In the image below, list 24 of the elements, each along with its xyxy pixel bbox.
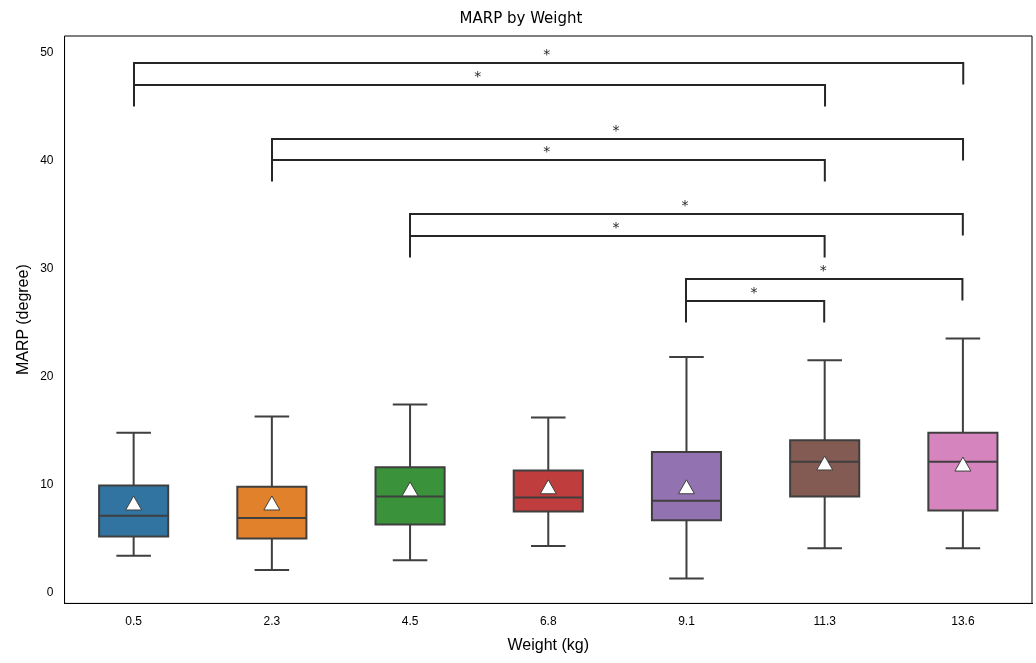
y-tick-label: 10 — [40, 476, 54, 491]
annotation: * — [681, 197, 689, 214]
annotation: * — [612, 218, 620, 235]
x-tick-label: 4.5 — [401, 613, 419, 628]
annotation: * — [543, 143, 551, 160]
x-tick-label: 2.3 — [263, 613, 281, 628]
chart-title: MARP by Weight — [459, 8, 583, 27]
annotation: * — [543, 46, 551, 63]
y-tick-label: 30 — [40, 260, 54, 275]
x-axis-title: Weight (kg) — [507, 635, 590, 653]
x-tick-label: 13.6 — [951, 613, 975, 628]
y-tick-label: 0 — [46, 584, 54, 599]
annotation: * — [750, 283, 758, 300]
x-tick-label: 0.5 — [125, 613, 143, 628]
x-tick-label: 11.3 — [813, 613, 837, 628]
annotation: * — [612, 121, 620, 138]
y-axis-title: MARP (degree) — [14, 264, 32, 376]
x-tick-label: 6.8 — [539, 613, 557, 628]
x-tick-label: 9.1 — [678, 613, 696, 628]
y-tick-label: 50 — [40, 44, 54, 59]
y-tick-label: 20 — [40, 368, 54, 383]
annotation: * — [474, 67, 482, 84]
annotation: * — [819, 262, 827, 279]
y-tick-label: 40 — [40, 152, 54, 167]
